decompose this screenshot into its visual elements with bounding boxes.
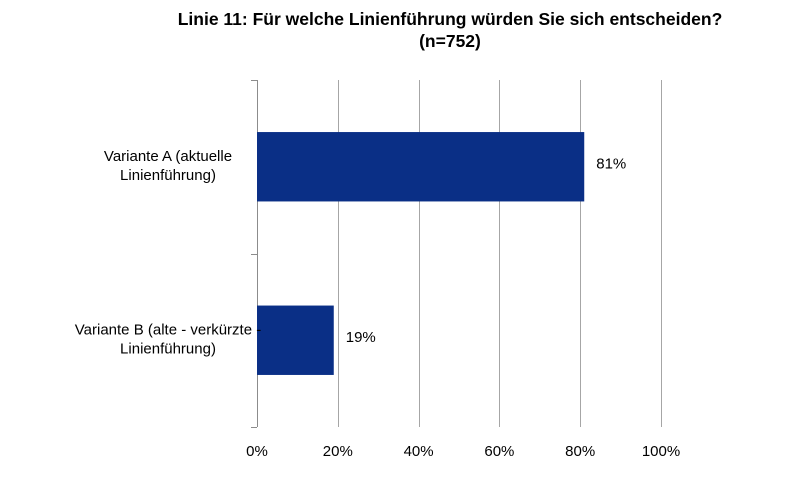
bar (257, 132, 585, 202)
chart-title-line-2: (n=752) (419, 31, 481, 51)
chart-title-line-1: Linie 11: Für welche Linienführung würde… (177, 9, 723, 29)
category-label: Variante A (aktuelle Linienführung) (104, 148, 232, 184)
data-label: 19% (346, 329, 376, 346)
x-tick-label: 0% (246, 443, 268, 460)
x-tick-label: 60% (484, 443, 514, 460)
chart-title: Linie 11: Für welche Linienführung würde… (60, 8, 800, 52)
category-label: Variante B (alte - verkürzte -Linienführ… (75, 322, 261, 358)
x-tick-label: 80% (565, 443, 595, 460)
x-tick-label: 40% (404, 443, 434, 460)
data-label: 81% (596, 156, 626, 173)
x-tick-label: 20% (323, 443, 353, 460)
bar (257, 305, 334, 375)
x-tick-label: 100% (642, 443, 680, 460)
